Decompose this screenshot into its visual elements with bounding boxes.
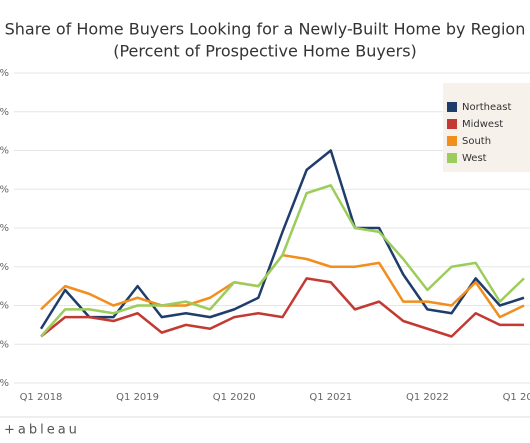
- y-tick-label: 80%: [0, 68, 9, 79]
- x-tick-label: Q1 2022: [406, 392, 449, 403]
- y-tick-label: 0%: [0, 378, 9, 389]
- legend-swatch: [447, 136, 457, 146]
- y-tick-label: 20%: [0, 301, 9, 312]
- y-tick-label: 50%: [0, 184, 9, 195]
- series-line: [40, 184, 525, 338]
- y-tick-label: 70%: [0, 107, 9, 118]
- legend-box: [443, 83, 530, 172]
- y-tick-label: 60%: [0, 146, 9, 157]
- y-tick-label: 10%: [0, 339, 9, 350]
- footer-logo: +ableau: [4, 423, 80, 438]
- legend-swatch: [447, 102, 457, 112]
- legend-label: South: [462, 136, 491, 147]
- legend-swatch: [447, 153, 457, 163]
- y-tick-label: 40%: [0, 223, 9, 234]
- legend-label: Midwest: [462, 119, 503, 130]
- legend-label: West: [462, 153, 487, 164]
- x-tick-label: Q1 2018: [20, 392, 63, 403]
- series-line: [39, 149, 525, 330]
- chart-title: Share of Home Buyers Looking for a Newly…: [5, 20, 526, 39]
- chart-subtitle: (Percent of Prospective Home Buyers): [113, 42, 417, 61]
- y-tick-label: 30%: [0, 262, 9, 273]
- x-tick-label: Q1 2023: [503, 392, 530, 403]
- x-tick-label: Q1 2019: [116, 392, 159, 403]
- x-tick-label: Q1 2021: [309, 392, 352, 403]
- series-line: [40, 253, 525, 319]
- legend-swatch: [447, 119, 457, 129]
- x-tick-label: Q1 2020: [213, 392, 256, 403]
- legend-label: Northeast: [462, 102, 511, 113]
- series-line: [40, 277, 524, 338]
